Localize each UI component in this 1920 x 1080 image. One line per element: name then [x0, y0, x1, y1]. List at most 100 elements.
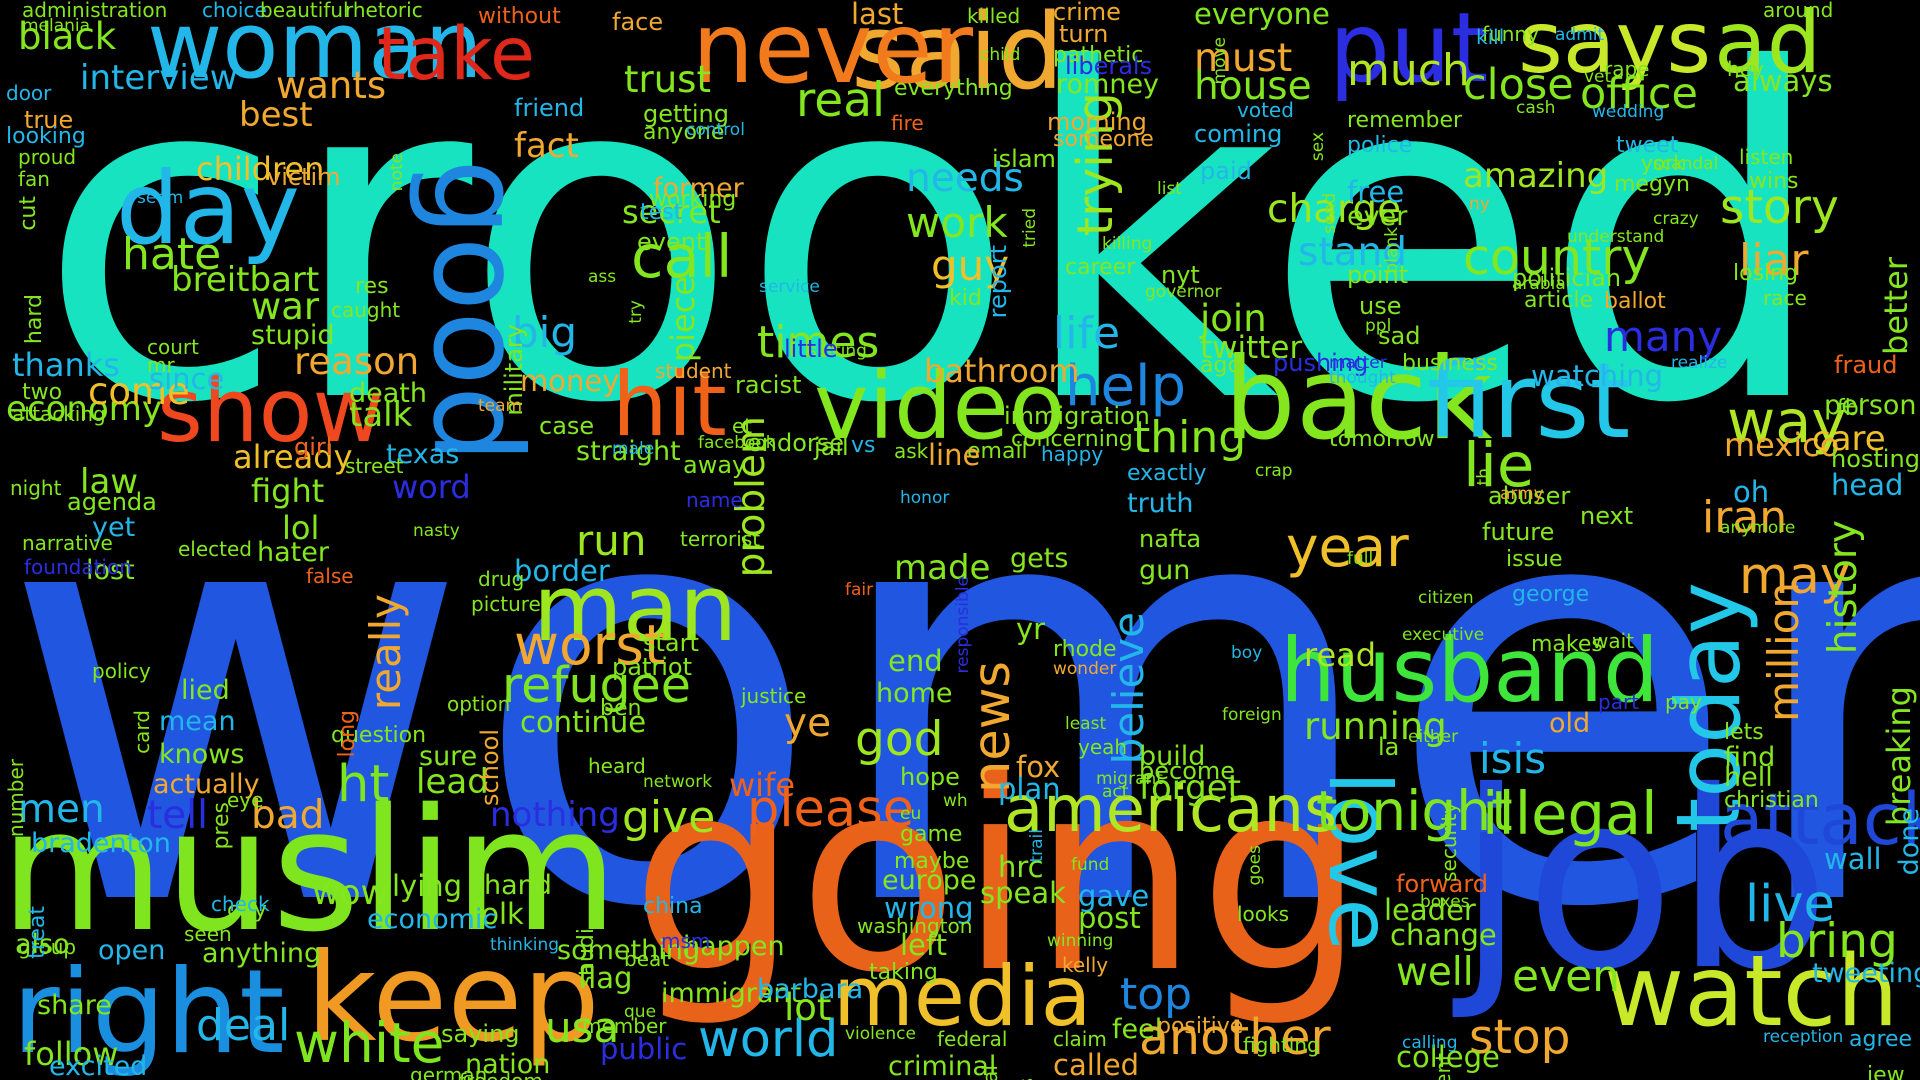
word-border: border — [514, 554, 610, 588]
word-history: history — [1821, 520, 1866, 655]
word-year: year — [1286, 515, 1409, 579]
word-arabia: arabia — [1512, 274, 1566, 294]
word-policy: policy — [92, 659, 151, 683]
word-hard: hard — [22, 294, 47, 345]
word-may: may — [1739, 547, 1851, 606]
word-must: must — [1194, 36, 1293, 81]
word-thanks: thanks — [12, 346, 120, 384]
word-anything: anything — [202, 938, 322, 969]
word-last: last — [851, 0, 904, 31]
word-honor: honor — [900, 488, 950, 508]
word-white: white — [294, 1011, 445, 1075]
word-stand: stand — [1298, 230, 1407, 275]
word-usa: usa — [545, 1003, 620, 1052]
word-forget: forget — [1139, 768, 1241, 808]
word-understand: understand — [1567, 227, 1665, 247]
word-school: school — [476, 729, 504, 806]
word-send: send — [1320, 193, 1340, 234]
word-fire: fire — [891, 111, 924, 135]
word-iran: iran — [1702, 492, 1788, 543]
word-student: student — [655, 359, 732, 383]
word-yet: yet — [92, 512, 136, 543]
word-everything: everything — [894, 76, 1013, 101]
word-word: word — [392, 468, 471, 506]
word-mr: mr — [147, 353, 175, 377]
word-true: true — [24, 106, 74, 134]
word-bad: bad — [251, 793, 325, 838]
word-without: without — [478, 4, 561, 29]
word-looks: looks — [1237, 902, 1290, 926]
word-china: china — [643, 894, 703, 919]
word-even: even — [1512, 951, 1621, 1002]
word-top: top — [1120, 969, 1193, 1020]
word-old: old — [1549, 708, 1591, 739]
word-feel: feel — [1112, 1014, 1163, 1045]
word-ny: ny — [1469, 194, 1490, 214]
word-nothing: nothing — [490, 795, 620, 835]
word-door: door — [6, 81, 52, 105]
word-hey: hey — [1727, 57, 1764, 81]
word-barbara: barbara — [757, 974, 864, 1005]
word-right: right — [12, 945, 285, 1080]
word-breaking: breaking — [1880, 686, 1918, 827]
word-interview: interview — [80, 58, 238, 98]
word-pathetic: pathetic — [1053, 43, 1144, 68]
word-little: little — [784, 335, 838, 363]
word-wedding: wedding — [1592, 102, 1665, 122]
word-put: put — [1329, 0, 1489, 104]
word-trust: trust — [624, 58, 711, 101]
word-god: god — [855, 712, 944, 767]
word-country: country — [1463, 229, 1651, 286]
word-social: social — [978, 1065, 1002, 1080]
word-amazing: amazing — [1463, 156, 1609, 196]
word-ht: ht — [337, 755, 390, 814]
word-tweet: tweet — [1616, 133, 1679, 158]
word-video: video — [814, 353, 1066, 460]
word-reception: reception — [1763, 1027, 1844, 1047]
word-face: face — [612, 8, 664, 36]
word-setting: setting — [808, 341, 867, 361]
word-close: close — [1463, 60, 1574, 110]
word-watching: watching — [1531, 359, 1664, 393]
word-game: game — [900, 822, 963, 847]
word-foundation: foundation — [24, 555, 132, 579]
word-real: real — [796, 73, 886, 128]
word-give: give — [622, 792, 716, 843]
word-wrong: wrong — [884, 891, 974, 925]
word-test: test — [640, 200, 683, 225]
word-vs: vs — [851, 433, 876, 458]
word-part: part — [1598, 690, 1640, 714]
word-check: check — [211, 892, 270, 916]
word-ago: ago — [1200, 353, 1241, 378]
word-happy: happy — [1041, 442, 1104, 466]
word-rhetoric: rhetoric — [345, 0, 423, 22]
word-many: many — [1604, 312, 1723, 361]
word-citizen: citizen — [1418, 588, 1474, 608]
word-working: working — [649, 187, 737, 212]
word-claim: claim — [1053, 1027, 1107, 1051]
word-eye: eye — [227, 788, 264, 812]
word-post: post — [1078, 901, 1141, 935]
word-join: join — [1200, 297, 1267, 340]
word-done: done — [1894, 808, 1920, 876]
word-times: times — [757, 317, 880, 368]
word-washington: washington — [857, 914, 973, 938]
word-email: email — [967, 439, 1028, 464]
word-beautiful: beautiful — [260, 0, 349, 22]
word-immigrant: immigrant — [661, 978, 802, 1009]
word-mean: mean — [159, 706, 236, 737]
word-list: list — [1157, 179, 1182, 199]
word-move: move — [1210, 37, 1230, 85]
word-hand: hand — [484, 870, 552, 901]
word-excited: excited — [49, 1051, 148, 1080]
word-hater: hater — [257, 537, 329, 568]
word-woman: woman — [147, 0, 483, 99]
word-home: home — [876, 678, 953, 709]
word-worst: worst — [514, 613, 666, 677]
word-office: office — [1580, 69, 1698, 119]
word-watch: watch — [1604, 935, 1899, 1049]
word-group: group — [18, 935, 77, 959]
word-europe: europe — [882, 865, 977, 896]
word-th: th — [1474, 468, 1494, 486]
word-fair: fair — [845, 580, 874, 600]
